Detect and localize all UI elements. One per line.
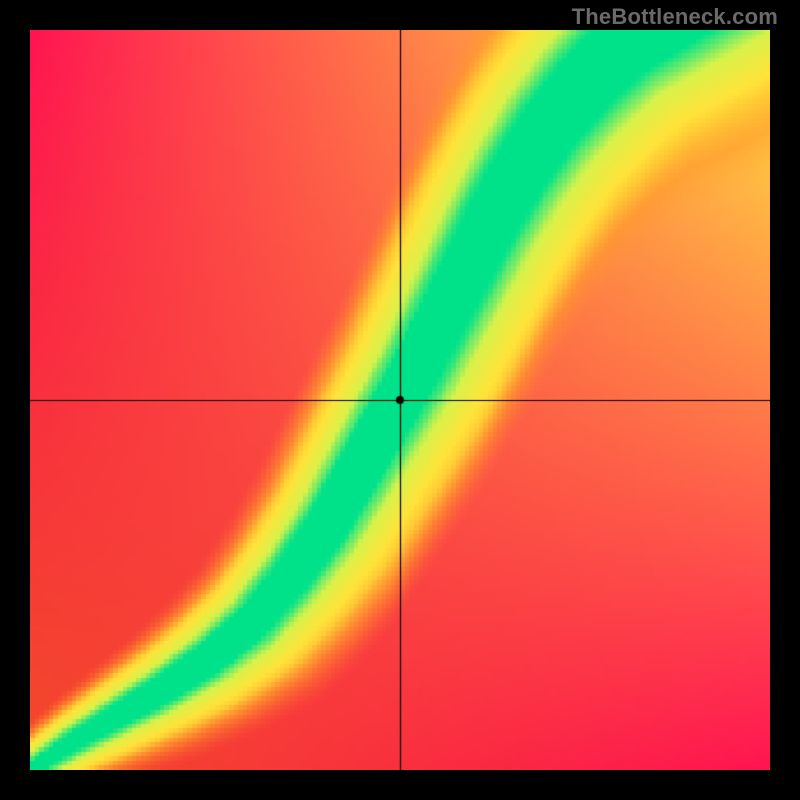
bottleneck-heatmap	[30, 30, 770, 770]
watermark-text: TheBottleneck.com	[572, 4, 778, 30]
chart-container: { "watermark": { "text": "TheBottleneck.…	[0, 0, 800, 800]
